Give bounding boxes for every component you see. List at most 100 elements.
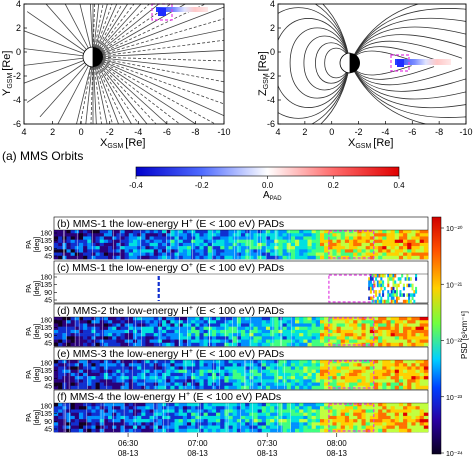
spectrogram-cell xyxy=(357,419,362,423)
spectrogram-cell xyxy=(170,333,175,337)
spectrogram-cell xyxy=(54,246,59,250)
spectrogram-cell xyxy=(220,317,225,321)
spectrogram-cell xyxy=(137,230,142,234)
spectrogram-cell xyxy=(253,342,258,347)
spectrogram-title: (f) MMS-4 the low-energy H+ (E < 100 eV)… xyxy=(57,391,281,403)
spectrogram-cell xyxy=(124,333,130,337)
spectrogram-cell xyxy=(137,382,142,387)
orbit-x-tick-label: 0 xyxy=(329,127,334,137)
spectrogram-cell xyxy=(319,379,325,383)
spectrogram-cell xyxy=(253,363,258,367)
spectrogram-cell xyxy=(58,379,63,383)
spectrogram-cell xyxy=(361,406,366,410)
spectrogram-cell xyxy=(328,422,333,426)
spectrogram-cell xyxy=(340,403,346,407)
spectrogram-cell xyxy=(236,317,242,321)
spectrogram-cell xyxy=(70,406,76,410)
spectrogram-cell xyxy=(378,290,381,294)
spectrogram-cell xyxy=(157,409,163,413)
spectrogram-cell xyxy=(178,419,184,423)
dipole-line-dayside xyxy=(303,35,351,91)
spectrogram-cell xyxy=(232,230,238,234)
spectrogram-cell xyxy=(290,363,296,367)
spectrogram-cell xyxy=(232,412,238,417)
spectrogram-cell xyxy=(324,339,329,344)
spectrogram-cell xyxy=(403,372,408,377)
spectrogram-cell xyxy=(245,385,250,390)
spectrogram-cell xyxy=(286,333,292,337)
spectrogram-cell xyxy=(108,317,113,321)
spectrogram-cell xyxy=(224,342,229,347)
spectrogram-cell xyxy=(290,236,296,240)
spectrogram-cell xyxy=(361,233,366,237)
spectrogram-cell xyxy=(95,406,101,410)
spectrogram-cell xyxy=(398,252,404,257)
spectrogram-cell xyxy=(369,369,375,374)
earth-nightside-xz xyxy=(350,53,360,73)
spectrogram-cell xyxy=(166,239,171,244)
spectrogram-cell xyxy=(290,412,296,417)
spectrogram-cell xyxy=(170,249,175,253)
spectrogram-cell xyxy=(145,376,150,380)
spectrogram-cell xyxy=(141,403,146,407)
spectrogram-cell xyxy=(299,246,304,250)
field-line xyxy=(92,4,187,58)
field-line xyxy=(92,56,119,124)
spectrogram-cell xyxy=(403,428,408,433)
spectrogram-cell xyxy=(295,382,300,387)
spectrogram-cell xyxy=(392,299,395,304)
orbit-x-tick-label: 0 xyxy=(79,127,84,137)
spectrogram-cell xyxy=(99,425,105,430)
spectrogram-cell xyxy=(361,323,366,327)
spectrogram-cell xyxy=(411,406,416,410)
spectrogram-cell xyxy=(170,339,175,344)
spectrogram-cell xyxy=(112,249,117,253)
spectrogram-cell xyxy=(108,255,113,260)
spectrogram-cell xyxy=(170,252,175,257)
spectrogram-cell xyxy=(353,363,358,367)
pa-tick-label: 135 xyxy=(40,368,52,375)
spectrogram-cell xyxy=(162,233,167,237)
spectrogram-cell xyxy=(174,425,179,430)
spectrogram-cell xyxy=(411,376,416,380)
spectrogram-cell xyxy=(228,379,233,383)
spectrogram-cell xyxy=(108,422,113,426)
spectrogram-cell xyxy=(186,412,192,417)
spectrogram-cell xyxy=(228,385,233,390)
spectrogram-cell xyxy=(195,317,200,321)
spectrogram-cell xyxy=(286,317,292,321)
spectrogram-cell xyxy=(340,317,346,321)
spectrogram-cell xyxy=(365,422,371,426)
spectrogram-cell xyxy=(261,422,267,426)
spectrogram-cell xyxy=(274,333,279,337)
spectrogram-cell xyxy=(373,415,379,420)
field-line xyxy=(24,48,94,58)
spectrogram-cell xyxy=(307,255,312,260)
spectrogram-cell xyxy=(365,239,371,244)
spectrogram-panel: (d) MMS-2 the low-energy H+ (E < 100 eV)… xyxy=(26,303,429,348)
spectrogram-cell xyxy=(290,336,296,340)
spectrogram-cell xyxy=(170,336,175,340)
spectrogram-cell xyxy=(340,372,346,377)
spectrogram-cell xyxy=(241,255,246,260)
spectrogram-cell xyxy=(195,239,200,244)
pa-tick-label: 135 xyxy=(40,411,52,418)
spectrogram-cell xyxy=(278,363,283,367)
spectrogram-cell xyxy=(368,283,371,288)
spectrogram-cell xyxy=(83,415,88,420)
spectrogram-cell xyxy=(265,249,271,253)
spectrogram-cell xyxy=(274,317,279,321)
spectrogram-cell xyxy=(70,336,76,340)
spectrogram-cell xyxy=(349,428,354,433)
spectrogram-cell xyxy=(415,360,420,364)
spectrogram-cell xyxy=(232,422,238,426)
spectrogram-cell xyxy=(286,415,292,420)
orbit-x-tick-label: -8 xyxy=(191,127,199,137)
spectrogram-cell xyxy=(303,317,308,321)
spectrogram-cell xyxy=(378,230,383,234)
spectrogram-cell xyxy=(203,336,209,340)
spectrogram-cell xyxy=(373,372,379,377)
spectrogram-cell xyxy=(303,336,308,340)
spectrogram-cell xyxy=(199,242,204,247)
spectrogram-cell xyxy=(78,415,84,420)
